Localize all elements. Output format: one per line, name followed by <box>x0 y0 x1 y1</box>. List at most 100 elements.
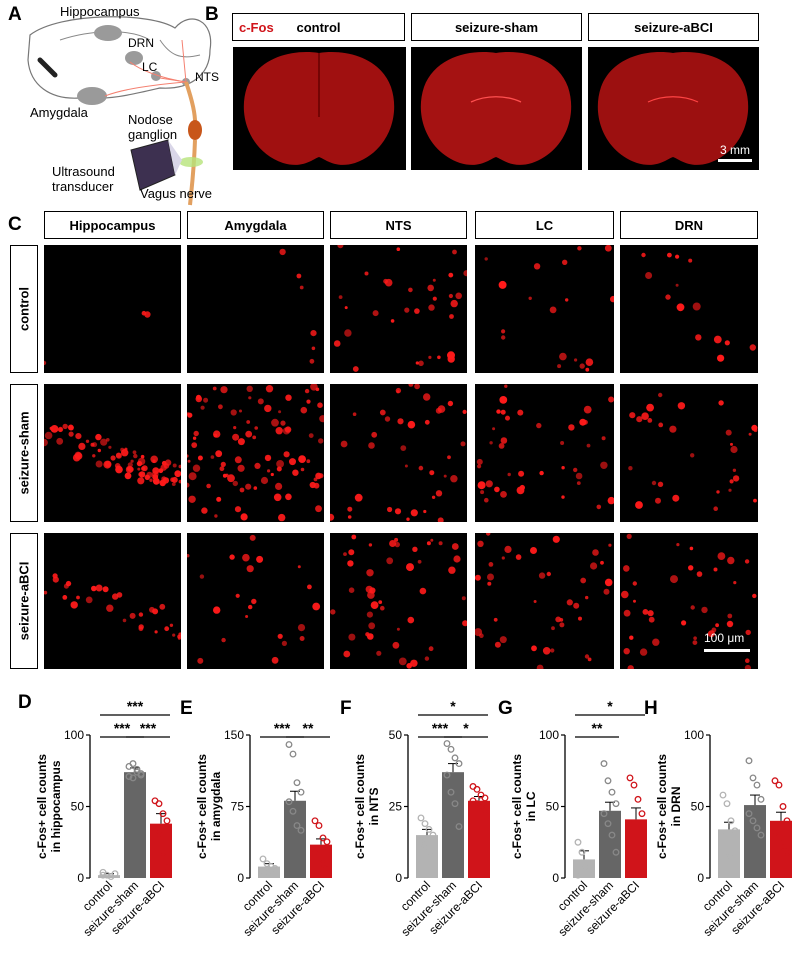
data-point <box>267 863 275 871</box>
bar-1 <box>124 772 146 878</box>
data-point <box>753 824 761 832</box>
data-point <box>323 865 331 872</box>
label-transducer: transducer <box>52 179 114 194</box>
panel-b-header-sham: seizure-sham <box>411 13 582 41</box>
y-axis-label: c-Fos+ cell counts <box>655 754 669 859</box>
panel-label-g: G <box>498 698 513 719</box>
data-point <box>586 867 594 875</box>
data-point <box>753 781 761 789</box>
data-point <box>749 774 757 782</box>
coronal-slice-control <box>233 47 406 170</box>
y-tick-label: 100 <box>684 728 704 742</box>
label-ultrasound: Ultrasound <box>52 164 115 179</box>
label-ganglion: ganglion <box>128 127 178 142</box>
data-point <box>574 871 582 879</box>
data-point <box>443 771 451 779</box>
data-point <box>311 817 319 825</box>
data-point <box>574 838 582 846</box>
data-point <box>297 826 305 834</box>
data-point <box>159 810 167 818</box>
data-point <box>451 800 459 808</box>
data-point <box>455 760 463 768</box>
data-point <box>429 831 437 839</box>
significance-label: *** <box>432 720 449 736</box>
y-axis-label: in DRN <box>669 787 683 827</box>
condition-label-control: control <box>16 286 32 332</box>
data-point <box>417 837 425 845</box>
y-axis-label: in hippocampus <box>49 760 63 852</box>
coronal-slice-sham <box>411 47 582 170</box>
data-point <box>425 848 433 856</box>
data-point <box>634 853 642 860</box>
bar-1 <box>744 805 766 878</box>
data-point <box>319 860 327 868</box>
data-point <box>163 817 171 825</box>
data-point <box>757 831 765 839</box>
scalebar-3mm-label: 3 mm <box>720 143 750 157</box>
y-axis-label: c-Fos+ cell counts <box>353 754 367 859</box>
data-point <box>293 822 301 830</box>
data-point <box>783 848 791 856</box>
panel-b-header-control: c-Fos control <box>232 13 405 41</box>
y-tick-label: 25 <box>389 800 403 814</box>
micrograph-control-drn <box>620 245 758 373</box>
micrograph-abci-nts <box>330 533 467 669</box>
region-header-amygdala: Amygdala <box>187 211 324 239</box>
data-point <box>129 774 137 782</box>
data-point <box>151 824 159 832</box>
y-tick-label: 0 <box>395 871 402 885</box>
data-point <box>451 754 459 762</box>
y-tick-label: 150 <box>224 728 244 742</box>
scalebar-100um <box>704 649 750 652</box>
data-point <box>455 823 463 830</box>
micrograph-sham-hippocampus <box>44 384 181 522</box>
micrograph-abci-lc <box>475 533 614 669</box>
data-point <box>481 805 489 813</box>
panel-label-d: D <box>18 692 32 713</box>
data-point <box>612 800 620 808</box>
y-tick-label: 50 <box>71 800 85 814</box>
data-point <box>271 865 279 872</box>
y-axis-label: in NTS <box>367 788 381 826</box>
data-point <box>727 853 735 860</box>
data-point <box>731 827 739 835</box>
y-tick-label: 0 <box>697 871 704 885</box>
data-point <box>779 803 787 810</box>
y-axis-label: in LC <box>524 791 538 821</box>
region-header-drn: DRN <box>620 211 758 239</box>
data-point <box>608 831 616 839</box>
data-point <box>630 781 638 789</box>
data-point <box>638 863 646 871</box>
data-point <box>757 795 765 803</box>
condition-label-sham: seizure-sham <box>16 411 32 495</box>
data-point <box>626 820 634 828</box>
micrograph-abci-hippocampus <box>44 533 181 669</box>
data-point <box>473 785 481 793</box>
y-tick-label: 0 <box>237 871 244 885</box>
data-point <box>630 834 638 842</box>
label-lc: LC <box>142 60 158 74</box>
y-axis-label: in amygdala <box>209 771 223 841</box>
data-point <box>600 760 608 768</box>
data-point <box>285 741 293 748</box>
y-axis-label: c-Fos+ cell counts <box>510 754 524 859</box>
significance-label: * <box>607 698 613 714</box>
panel-label-a: A <box>8 4 22 25</box>
data-point <box>263 868 271 876</box>
data-point <box>99 871 107 879</box>
y-tick-label: 75 <box>231 800 245 814</box>
label-amygdala: Amygdala <box>30 105 88 120</box>
data-point <box>311 845 319 853</box>
data-point <box>111 870 119 878</box>
data-point <box>285 798 293 806</box>
data-point <box>604 777 612 785</box>
data-point <box>297 788 305 796</box>
panel-label-f: F <box>340 698 352 719</box>
condition-header-abci: seizure-aBCI <box>10 533 38 669</box>
data-point <box>600 810 608 818</box>
micrograph-control-lc <box>475 245 614 373</box>
cfos-marker-label: c-Fos <box>239 19 274 35</box>
